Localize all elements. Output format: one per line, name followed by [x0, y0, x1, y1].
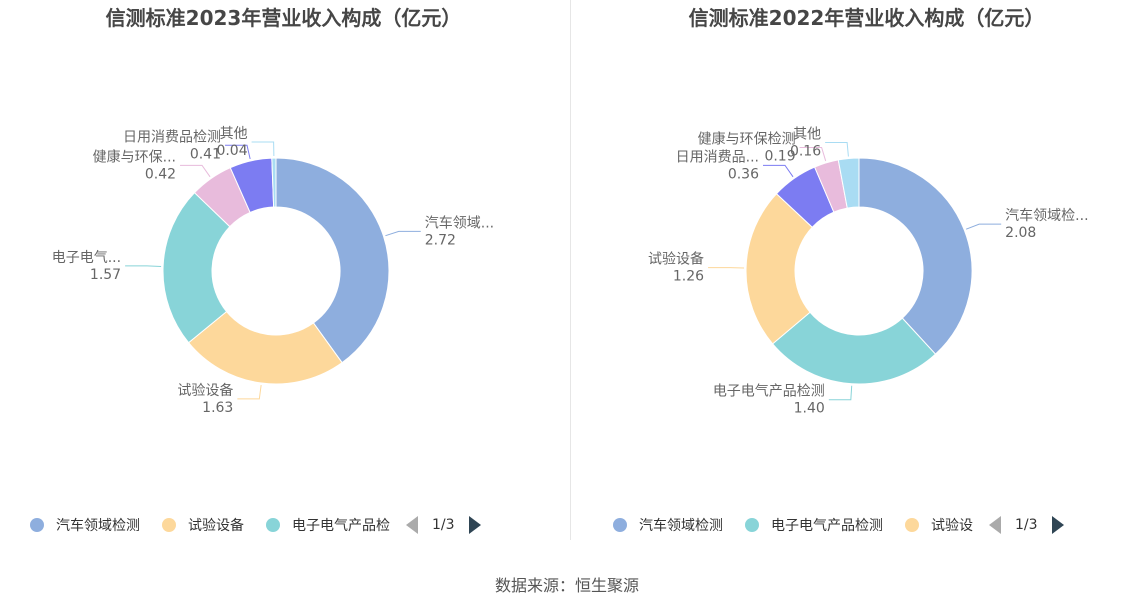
slice-1[interactable] [771, 311, 937, 385]
legend: 汽车领域检测 试验设备 电子电气产品检 1/3 [30, 512, 481, 538]
legend-item-0[interactable]: 汽车领域检测 [613, 515, 723, 535]
data-source: 数据来源：恒生聚源 [494, 576, 639, 595]
slice-value-5: 0.16 [790, 144, 821, 160]
slice-2[interactable] [745, 193, 813, 345]
legend-prev-icon[interactable] [406, 516, 418, 534]
slice-value-1: 1.40 [794, 401, 825, 417]
label-line-5 [825, 142, 849, 157]
label-line-1 [237, 384, 262, 400]
legend-marker [905, 518, 919, 532]
legend-label: 电子电气产品检 [292, 518, 390, 534]
legend-marker [266, 518, 280, 532]
chart-panel-2022: 信测标准2022年营业收入构成（亿元） 汽车领域检... 2.08 电子电气产品检测… [583, 0, 1134, 548]
slice-0[interactable] [858, 157, 973, 355]
slice-label-4: 健康与环保检测 [698, 131, 796, 148]
legend-label: 汽车领域检测 [639, 518, 723, 534]
slice-value-1: 1.63 [202, 400, 233, 416]
label-line-0 [385, 230, 421, 237]
donut-chart-2023: 汽车领域...2.72试验设备1.63电子电气...1.57健康与环保...0.… [52, 126, 494, 416]
legend-marker [613, 518, 627, 532]
chart-panel-2023: 信测标准2023年营业收入构成（亿元） 汽车领域... 2.72 试验设备 1.63 电… [0, 0, 567, 548]
chart-title: 信测标准2022年营业收入构成（亿元） [688, 6, 1045, 30]
slice-label-5: 其他 [220, 126, 248, 142]
label-line-1 [828, 385, 853, 401]
legend-page-indicator: 1/3 [1015, 517, 1038, 533]
panel-divider [570, 0, 571, 540]
slice-value-0: 2.08 [1005, 225, 1036, 241]
legend-label: 汽车领域检测 [56, 518, 140, 534]
slice-label-2: 试验设备 [648, 251, 704, 268]
slice-5[interactable] [837, 157, 860, 209]
label-line-2 [125, 265, 162, 267]
slice-label-5: 其他 [793, 127, 821, 143]
slice-value-4: 0.19 [764, 149, 795, 165]
slice-label-2: 电子电气... [52, 250, 121, 266]
label-line-5 [251, 141, 275, 157]
legend-item-1[interactable]: 试验设备 [162, 515, 244, 535]
legend-marker [745, 518, 759, 532]
chart-title: 信测标准2023年营业收入构成（亿元） [105, 6, 462, 30]
legend-marker [30, 518, 44, 532]
slice-value-3: 0.36 [728, 166, 759, 182]
slice-value-2: 1.57 [90, 267, 121, 283]
legend-next-icon[interactable] [1051, 516, 1064, 534]
legend-pager: 1/3 [989, 516, 1064, 534]
slice-1[interactable] [187, 310, 343, 385]
slice-label-0: 汽车领域... [425, 214, 494, 231]
label-line-3 [762, 164, 794, 178]
legend-item-2[interactable]: 电子电气产品检 [266, 515, 390, 535]
label-line-3 [180, 164, 211, 178]
slice-value-5: 0.04 [216, 143, 247, 159]
legend-item-1[interactable]: 电子电气产品检测 [745, 515, 883, 535]
label-line-4 [225, 144, 251, 160]
slice-label-4: 日用消费品检测 [123, 129, 221, 145]
slice-value-2: 1.26 [673, 269, 704, 285]
slice-label-1: 电子电气产品检测 [713, 384, 825, 400]
legend-item-0[interactable]: 汽车领域检测 [30, 515, 140, 535]
legend-marker [162, 518, 176, 532]
legend-label: 电子电气产品检测 [771, 518, 883, 534]
legend-item-2[interactable]: 试验设 [905, 515, 973, 535]
slice-value-3: 0.42 [145, 166, 176, 182]
legend-next-icon[interactable] [468, 516, 481, 534]
slice-2[interactable] [162, 191, 231, 344]
slice-label-3: 健康与环保... [93, 148, 176, 165]
slice-value-0: 2.72 [425, 232, 456, 248]
slice-0[interactable] [275, 157, 390, 364]
legend-page-indicator: 1/3 [432, 517, 455, 533]
slice-label-3: 日用消费品... [676, 149, 759, 165]
label-line-0 [965, 223, 1002, 230]
legend-label: 试验设 [931, 518, 973, 534]
label-line-4 [799, 147, 827, 162]
legend: 汽车领域检测 电子电气产品检测 试验设 1/3 [613, 512, 1064, 538]
legend-label: 试验设备 [188, 518, 244, 534]
legend-prev-icon[interactable] [989, 516, 1001, 534]
slice-label-0: 汽车领域检... [1005, 207, 1088, 224]
slice-value-4: 0.41 [190, 146, 221, 162]
slice-5[interactable] [271, 157, 277, 208]
legend-pager: 1/3 [406, 516, 481, 534]
slice-label-1: 试验设备 [177, 382, 233, 399]
